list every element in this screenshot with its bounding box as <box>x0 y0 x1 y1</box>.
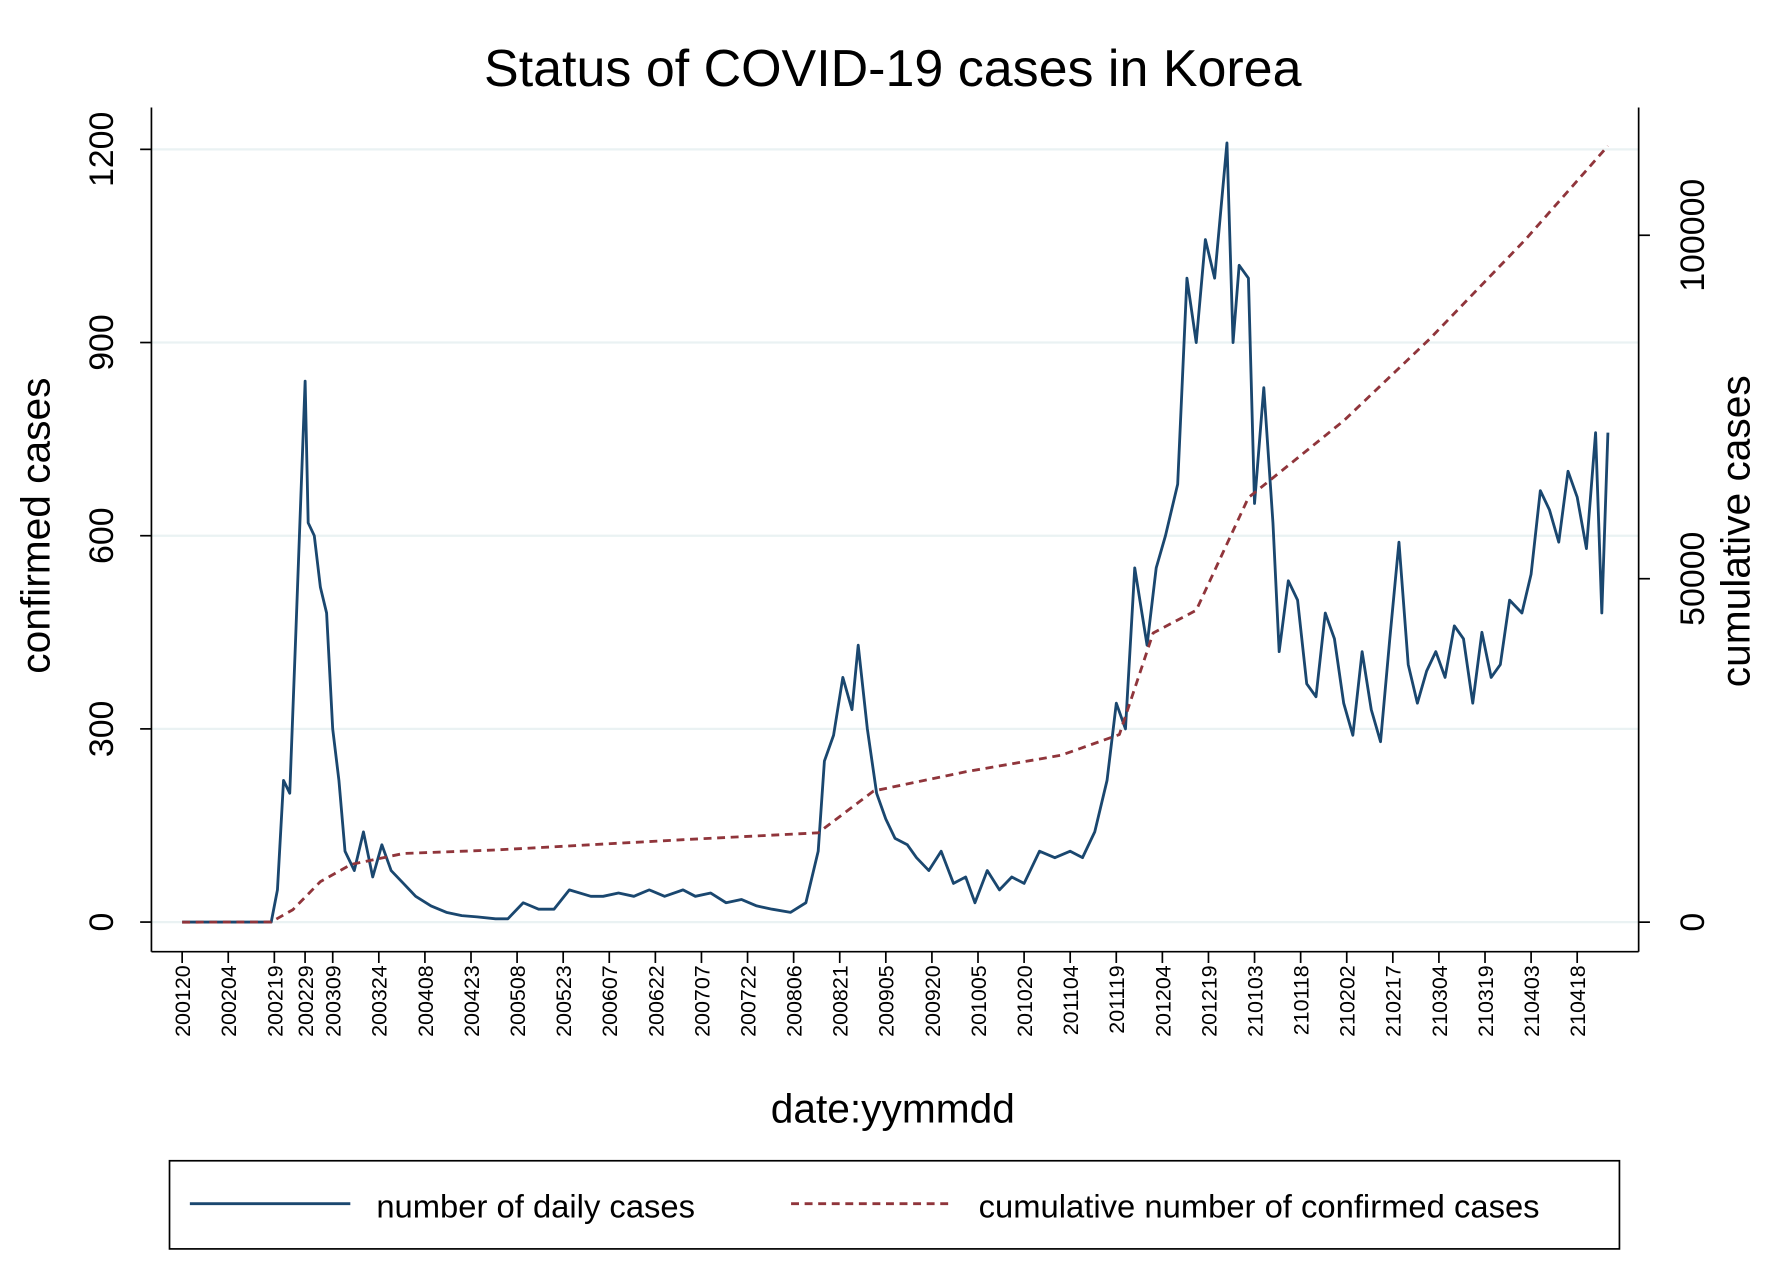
y-tick-label: 300 <box>83 701 121 758</box>
x-tick-label: 210418 <box>1566 965 1590 1037</box>
x-tick-label: 200523 <box>552 965 576 1037</box>
y-tick-label: 900 <box>83 314 121 371</box>
x-tick-label: 200920 <box>921 965 945 1037</box>
legend-box <box>168 1159 1621 1250</box>
x-axis-title: date:yymmdd <box>771 1085 1015 1131</box>
y2-axis-title: cumulative cases <box>1712 375 1758 687</box>
x-tick-label: 200905 <box>875 965 899 1037</box>
x-tick-label: 201020 <box>1013 965 1037 1037</box>
x-tick-label: 200821 <box>829 965 853 1037</box>
legend-label: number of daily cases <box>376 1187 695 1224</box>
x-tick-label: 201119 <box>1105 965 1129 1033</box>
x-tick-label: 200607 <box>598 965 622 1037</box>
x-tick-label: 210403 <box>1520 965 1544 1037</box>
x-tick-label: 201104 <box>1059 965 1083 1035</box>
y-tick-label: 0 <box>83 913 121 932</box>
x-tick-label: 200309 <box>322 965 346 1037</box>
y2-tick-label: 50000 <box>1674 532 1712 626</box>
x-tick-label: 200408 <box>414 965 438 1037</box>
x-tick-label: 200120 <box>171 965 195 1037</box>
x-tick-label: 200324 <box>368 965 392 1037</box>
x-tick-label: 210202 <box>1336 965 1360 1037</box>
x-tick-label: 200229 <box>294 965 318 1037</box>
x-tick-label: 200806 <box>783 965 807 1037</box>
series-line <box>182 144 1609 924</box>
x-tick-label: 201204 <box>1151 965 1175 1037</box>
x-tick-label: 201005 <box>967 965 991 1037</box>
x-tick-label: 210118 <box>1290 965 1314 1035</box>
y2-tick-label: 0 <box>1674 913 1712 932</box>
x-tick-label: 200707 <box>690 965 714 1037</box>
y-tick-label: 600 <box>83 507 121 564</box>
x-tick-label: 200622 <box>644 965 668 1037</box>
y-tick-label: 1200 <box>83 112 121 187</box>
x-tick-label: 210319 <box>1474 965 1498 1037</box>
y-axis-title: confirmed cases <box>13 378 59 674</box>
x-tick-label: 200204 <box>217 965 241 1037</box>
series-line <box>182 141 1610 924</box>
y2-tick-label: 100000 <box>1674 179 1712 292</box>
x-tick-label: 201219 <box>1197 965 1221 1037</box>
legend-label: cumulative number of confirmed cases <box>979 1187 1540 1224</box>
x-tick-label: 200722 <box>736 965 760 1037</box>
chart-title: Status of COVID-19 cases in Korea <box>484 40 1302 98</box>
x-tick-label: 210217 <box>1382 965 1406 1037</box>
x-tick-label: 200219 <box>263 965 287 1037</box>
x-tick-label: 200423 <box>460 965 484 1037</box>
x-tick-label: 210103 <box>1243 965 1267 1037</box>
x-tick-label: 200508 <box>506 965 530 1037</box>
x-tick-label: 210304 <box>1428 965 1452 1037</box>
